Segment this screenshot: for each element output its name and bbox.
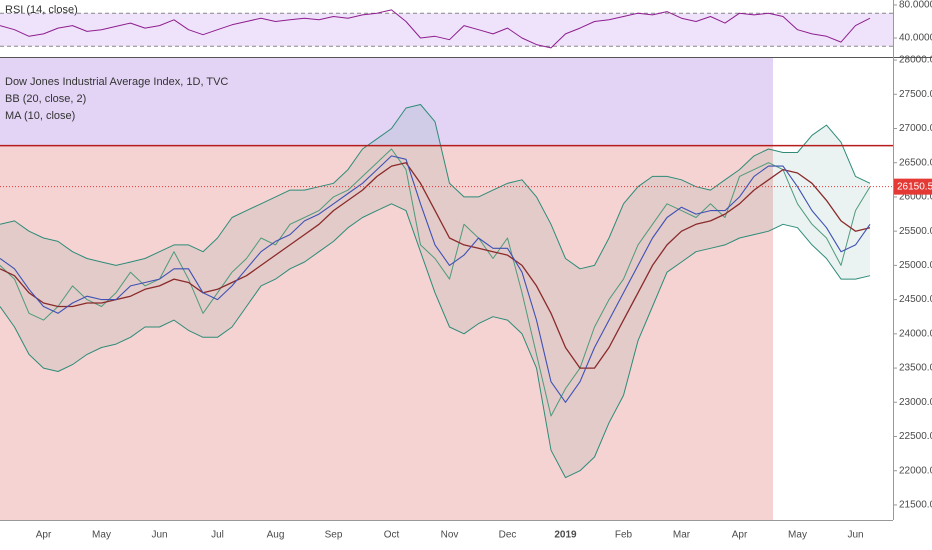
y-tick-label: 27000.0 — [899, 123, 932, 134]
lower-shade — [0, 145, 773, 520]
x-tick-label: Dec — [499, 530, 517, 541]
y-tick-label: 22500.0 — [899, 431, 932, 442]
rsi-shade — [0, 13, 893, 47]
rsi-tick-label: 80.0000 — [899, 0, 932, 11]
bb-basis — [0, 162, 871, 369]
bb-lower — [0, 203, 871, 479]
x-tick-label: May — [92, 530, 111, 541]
y-tick-label: 26000.0 — [899, 192, 932, 203]
rsi-line — [0, 9, 871, 49]
x-tick-label: Nov — [441, 530, 459, 541]
bb-fill — [0, 104, 870, 478]
x-tick-label: Apr — [36, 530, 52, 541]
rsi-tick-label: 40.0000 — [899, 33, 932, 44]
x-tick-label: Aug — [267, 530, 285, 541]
y-tick-label: 26500.0 — [899, 157, 932, 168]
last-price-label: 26150.5 — [897, 181, 932, 192]
x-tick-label: May — [788, 530, 807, 541]
y-tick-label: 27500.0 — [899, 89, 932, 100]
x-tick-label: 2019 — [554, 530, 577, 541]
y-tick-label: 21500.0 — [899, 500, 932, 511]
x-tick-label: Jun — [151, 530, 167, 541]
last-price-box — [894, 178, 932, 195]
rsi-pane — [0, 9, 893, 49]
price-pane — [0, 104, 893, 479]
x-tick-label: Jul — [211, 530, 224, 541]
ma-legend: MA (10, close) — [5, 110, 75, 122]
price-line — [0, 148, 871, 417]
x-tick-label: Jun — [847, 530, 863, 541]
y-tick-label: 25500.0 — [899, 226, 932, 237]
y-tick-label: 24000.0 — [899, 328, 932, 339]
x-tick-label: Mar — [673, 530, 691, 541]
y-tick-label: 22000.0 — [899, 465, 932, 476]
bb-legend: BB (20, close, 2) — [5, 93, 86, 105]
x-tick-label: Feb — [615, 530, 633, 541]
upper-shade — [0, 58, 773, 146]
x-tick-label: Oct — [384, 530, 400, 541]
y-tick-label: 23000.0 — [899, 397, 932, 408]
x-tick-label: Sep — [325, 530, 343, 541]
ma-line — [0, 155, 871, 403]
bb-upper — [0, 104, 871, 270]
rsi-legend: RSI (14, close) — [5, 4, 78, 16]
shading — [0, 13, 893, 520]
x-tick-label: Apr — [732, 530, 748, 541]
y-tick-label: 23500.0 — [899, 363, 932, 374]
y-tick-label: 24500.0 — [899, 294, 932, 305]
y-tick-label: 28000.0 — [899, 55, 932, 66]
y-tick-label: 25000.0 — [899, 260, 932, 271]
chart-title: Dow Jones Industrial Average Index, 1D, … — [5, 76, 228, 88]
